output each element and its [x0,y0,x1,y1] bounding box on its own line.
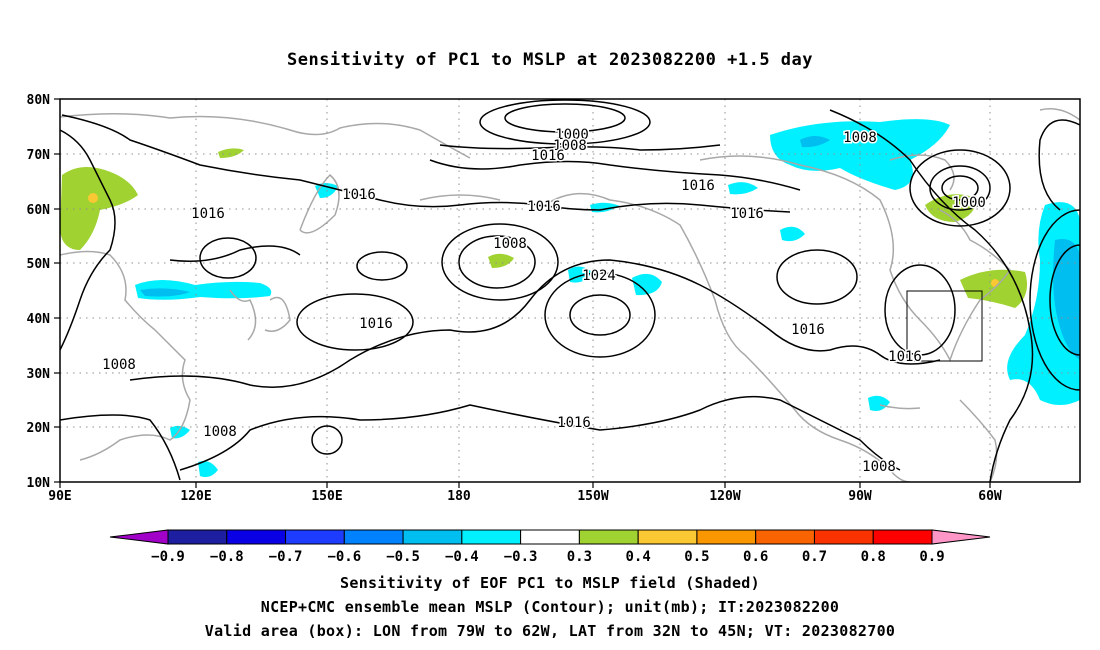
lat-label: 40N [27,312,51,327]
colorbar-cell [696,529,757,545]
colorbar-arrow-right [931,529,991,545]
colorbar-tick-label: −0.3 [504,549,538,565]
contour-label: 1008 [553,138,587,154]
isobar-contours [60,99,1080,482]
shade-cyan-sea [170,425,190,439]
lon-label: 180 [447,489,471,504]
contour-label: 1016 [557,415,591,431]
shade-cyan-phil [198,461,218,478]
axis-ticks [54,98,991,488]
contour-label: 1016 [527,199,561,215]
shade-green-sib [218,148,244,158]
lon-label: 90E [48,489,71,504]
colorbar-cell [578,529,639,545]
colorbar-cell [343,529,404,545]
colorbar-arrow-left [109,529,169,545]
caption-shading: Sensitivity of EOF PC1 to MSLP field (Sh… [340,574,760,592]
graticule [60,99,1080,482]
contour-label: 1008 [493,236,527,252]
colorbar-tick-label: −0.7 [269,549,303,565]
colorbar-tick-label: 0.4 [626,549,651,565]
lon-label: 60W [978,489,1002,504]
colorbar-cell [637,529,698,545]
contour-label: 1008 [203,424,237,440]
colorbar-tick-label: 0.7 [802,549,827,565]
colorbar-tick-label: −0.8 [210,549,244,565]
colorbar-tick-label: 0.5 [684,549,709,565]
colorbar-cell [755,529,815,545]
contour-label: 1016 [791,322,825,338]
lat-label: 30N [27,367,51,382]
shade-cyan-npac2 [632,273,662,296]
contour-label: 1024 [582,268,616,284]
lat-label: 50N [27,257,51,272]
plot-frame [59,98,1081,483]
contour-label: 1016 [191,206,225,222]
colorbar-cell [167,529,228,545]
shade-blue-atl [1053,239,1080,360]
colorbar-cell [461,529,522,545]
contour-label: 1016 [342,187,376,203]
colorbar-cell [520,529,580,545]
contour-label: 1016 [531,148,565,164]
colorbar-cell [813,529,874,545]
colorbar-tick-label: −0.9 [151,549,185,565]
map-title: Sensitivity of PC1 to MSLP at 2023082200… [286,50,813,70]
lat-label: 10N [27,476,51,491]
lat-label: 20N [27,421,51,436]
lon-label: 120W [709,489,740,504]
shade-blue-china [140,288,190,297]
contour-label: 1016 [681,178,715,194]
shade-green-aleut [488,253,514,268]
contour-label: 1016 [359,316,393,332]
colorbar: −0.9 −0.8 −0.7 −0.6 −0.5 −0.4 −0.3 0.3 0.4 0.5 0.6… [109,529,991,565]
shade-cyan-canada [728,182,758,195]
shade-blue-arctic [800,136,830,148]
contour-label: 1000 [555,127,589,143]
colorbar-tick-label: 0.6 [743,549,768,565]
colorbar-cell [285,529,345,545]
lon-label: 150E [311,489,342,504]
contour-label: 1008 [102,357,136,373]
caption-valid-area: Valid area (box): LON from 79W to 62W, L… [204,622,896,640]
lat-label: 70N [27,148,51,163]
colorbar-tick-label: 0.3 [567,549,592,565]
colorbar-cell [226,529,287,545]
contour-label: 1000 [952,195,986,211]
colorbar-tick-label: 0.9 [919,549,944,565]
contour-labels: 1000 1008 1016 1016 1016 1016 1016 1008 … [101,126,988,477]
latitude-labels: 80N 70N 60N 50N 40N 30N 20N 10N [27,93,51,491]
colorbar-cell [872,529,933,545]
colorbar-cell [402,529,463,545]
coastlines [60,108,1080,482]
colorbar-tick-label: 0.8 [861,549,886,565]
shade-cyan-carib [868,395,890,411]
shade-cyan-bc [780,226,805,242]
lon-label: 150W [577,489,608,504]
valid-area-box [906,290,983,362]
shade-green-asia [60,166,138,250]
colorbar-tick-label: −0.5 [386,549,420,565]
lon-label: 90W [848,489,872,504]
contour-label: 1016 [730,206,764,222]
lat-label: 80N [27,93,51,108]
colorbar-tick-label: −0.6 [327,549,361,565]
shade-orange-newf [991,279,999,287]
contour-label: 1016 [888,349,922,365]
lon-label: 120E [180,489,211,504]
lat-label: 60N [27,203,51,218]
colorbar-tick-label: −0.4 [445,549,479,565]
contour-label: 1008 [843,130,877,146]
longitude-labels: 90E 120E 150E 180 150W 120W 90W 60W [48,489,1002,504]
contour-label: 1008 [862,459,896,475]
caption-contour: NCEP+CMC ensemble mean MSLP (Contour); u… [260,598,840,616]
shade-orange-asia [88,193,98,203]
